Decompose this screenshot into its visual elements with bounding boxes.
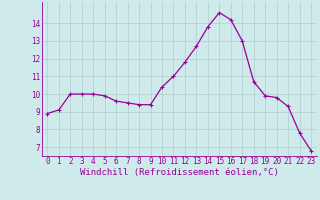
X-axis label: Windchill (Refroidissement éolien,°C): Windchill (Refroidissement éolien,°C) [80,168,279,177]
